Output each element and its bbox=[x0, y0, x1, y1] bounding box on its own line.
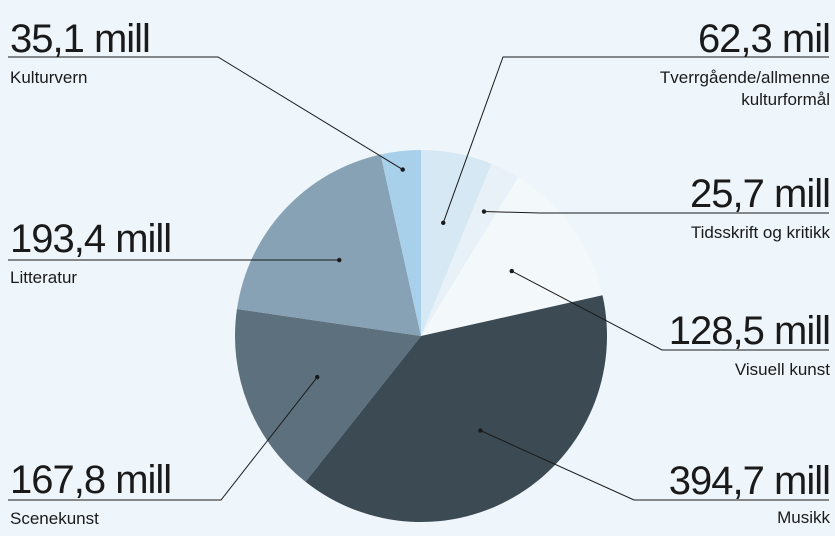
value-tidsskrift: 25,7 mill bbox=[690, 172, 831, 216]
value-kulturvern: 35,1 mill bbox=[10, 17, 151, 61]
leader-line-tidsskrift bbox=[483, 211, 829, 214]
leader-lines bbox=[8, 56, 829, 501]
name-musikk: Musikk bbox=[777, 508, 830, 527]
name-litteratur: Litteratur bbox=[10, 268, 78, 287]
name-tidsskrift: Tidsskrift og kritikk bbox=[690, 223, 830, 242]
leader-dot-tverrgaende bbox=[441, 220, 446, 226]
leader-line-musikk bbox=[480, 430, 829, 501]
name-scenekunst: Scenekunst bbox=[10, 509, 99, 528]
leader-dot-scenekunst bbox=[315, 374, 320, 380]
pie-slice-scenekunst bbox=[234, 308, 421, 482]
leader-dot-litteratur bbox=[337, 257, 342, 263]
leader-line-scenekunst bbox=[8, 376, 318, 501]
pie-slice-litteratur bbox=[236, 154, 421, 336]
value-scenekunst: 167,8 mill bbox=[10, 458, 172, 502]
value-litteratur: 193,4 mill bbox=[10, 217, 172, 261]
name-visuell-kunst: Visuell kunst bbox=[734, 360, 830, 379]
label-tidsskrift: 25,7 mill Tidsskrift og kritikk bbox=[690, 172, 831, 244]
value-tverrgaende: 62,3 mil bbox=[697, 17, 831, 61]
value-musikk: 394,7 mill bbox=[668, 459, 831, 503]
label-musikk: 394,7 mill Musikk bbox=[668, 459, 831, 529]
pie-slices bbox=[234, 150, 607, 523]
value-visuell-kunst: 128,5 mill bbox=[668, 309, 831, 353]
leader-dot-visuell-kunst bbox=[509, 268, 514, 274]
label-kulturvern: 35,1 mill Kulturvern bbox=[10, 17, 151, 89]
name-tverrgaende-line1: Tverrgående/allmenne bbox=[659, 68, 830, 87]
pie-slice-tidsskrift bbox=[421, 163, 519, 336]
name-tverrgaende-line2: kulturformål bbox=[741, 90, 830, 109]
leader-dot-kulturvern bbox=[400, 167, 405, 172]
name-kulturvern: Kulturvern bbox=[10, 68, 88, 87]
pie-slice-musikk bbox=[305, 295, 607, 523]
label-visuell-kunst: 128,5 mill Visuell kunst bbox=[668, 309, 831, 381]
pie-slice-kulturvern bbox=[380, 150, 421, 336]
pie-slice-tverrgaende bbox=[421, 150, 492, 336]
leader-dot-tidsskrift bbox=[481, 209, 487, 214]
leader-line-visuell-kunst bbox=[511, 270, 829, 351]
label-tverrgaende: 62,3 mil Tverrgående/allmenne kulturform… bbox=[659, 17, 831, 111]
leader-dot-musikk bbox=[478, 428, 483, 433]
leader-line-kulturvern bbox=[8, 56, 403, 171]
pie-slice-visuell-kunst bbox=[421, 177, 603, 336]
label-scenekunst: 167,8 mill Scenekunst bbox=[10, 458, 172, 530]
label-litteratur: 193,4 mill Litteratur bbox=[10, 217, 172, 289]
leader-line-tverrgaende bbox=[442, 56, 829, 224]
